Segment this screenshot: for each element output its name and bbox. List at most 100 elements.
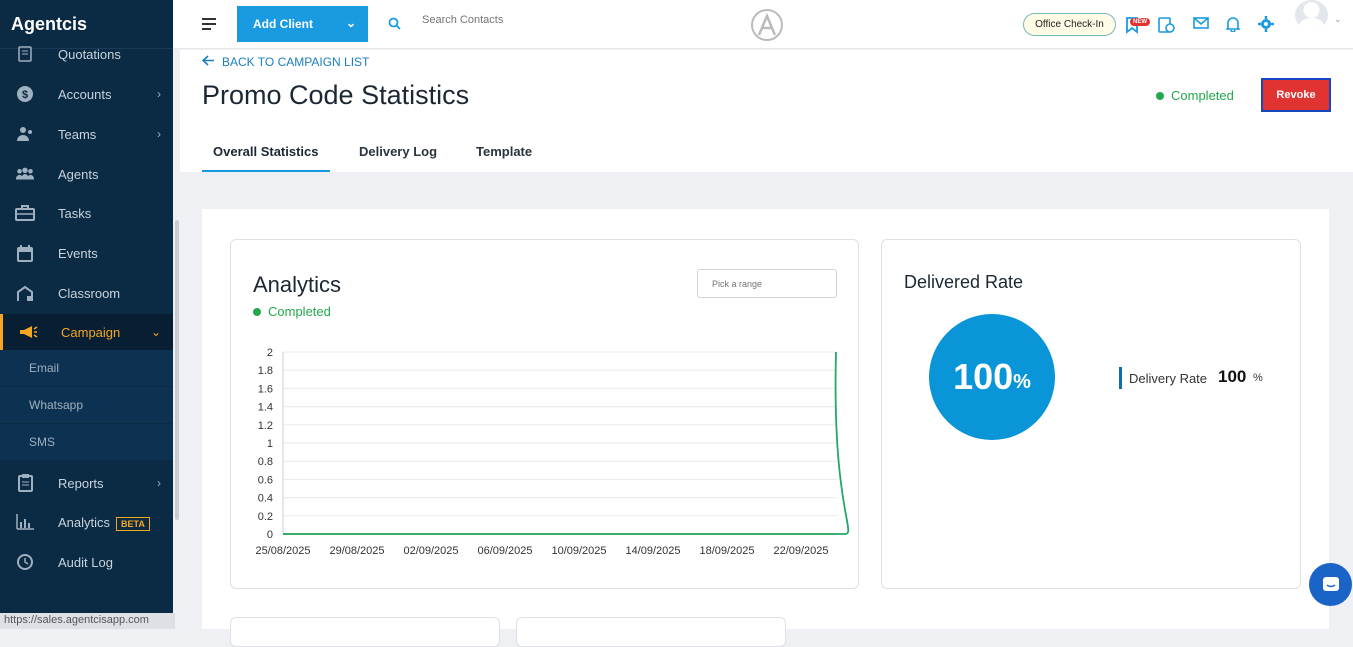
chevron-right-icon: › xyxy=(157,127,161,141)
sidebar-item-campaign[interactable]: Campaign ⌄ xyxy=(0,314,173,350)
search-icon[interactable] xyxy=(388,17,401,35)
sidebar-item-label: Agents xyxy=(58,166,99,182)
y-tick-label: 0.2 xyxy=(258,511,273,523)
avatar[interactable] xyxy=(1295,0,1328,30)
sidebar-item-label: Reports xyxy=(58,475,104,491)
y-tick-label: 1.2 xyxy=(258,420,273,432)
tab-template[interactable]: Template xyxy=(476,144,533,159)
analytics-chart: 2 1.8 1.6 1.4 1.2 1 0.8 0.6 0.4 0.2 0 25/08/2025 29/… xyxy=(255,347,850,557)
audit-icon xyxy=(15,552,35,572)
y-tick-label: 1.6 xyxy=(258,383,273,395)
revoke-button[interactable]: Revoke xyxy=(1261,78,1331,112)
sidebar-item-tasks[interactable]: Tasks xyxy=(0,195,173,231)
y-tick-label: 1.8 xyxy=(258,365,273,377)
page-title: Promo Code Statistics xyxy=(202,80,470,110)
back-link[interactable]: BACK TO CAMPAIGN LIST xyxy=(201,55,370,69)
sidebar-item-analytics[interactable]: Analytics BETA xyxy=(0,504,173,540)
status-url: https://sales.agentcisapp.com xyxy=(0,613,175,629)
add-client-label: Add Client xyxy=(253,17,313,31)
date-range-input[interactable] xyxy=(697,269,837,298)
stat-card xyxy=(230,617,500,647)
chevron-right-icon: › xyxy=(157,476,161,490)
legend-swatch xyxy=(1119,367,1122,389)
document-icon xyxy=(15,44,35,64)
add-client-button[interactable]: Add Client ⌄ xyxy=(237,6,368,42)
rate-value: 100 xyxy=(953,356,1014,397)
topbar: Add Client ⌄ Office Check-In NEW ⌄ xyxy=(173,0,1353,49)
sidebar-item-audit-log[interactable]: Audit Log xyxy=(0,544,173,580)
delivered-rate-circle: 100 % xyxy=(929,314,1055,440)
sidebar-scrollbar[interactable] xyxy=(175,220,179,520)
chat-icon xyxy=(1322,576,1339,591)
page-header: BACK TO CAMPAIGN LIST Promo Code Statist… xyxy=(180,50,1353,172)
status-dot-icon xyxy=(253,307,261,316)
y-tick-label: 0.8 xyxy=(258,456,273,468)
menu-icon[interactable] xyxy=(202,18,216,30)
sidebar-item-reports[interactable]: Reports › xyxy=(0,465,173,501)
search-input[interactable] xyxy=(422,14,642,26)
sidebar-item-label: Teams xyxy=(58,126,97,142)
sidebar-item-quotations[interactable]: Quotations xyxy=(0,37,173,71)
y-tick-label: 1 xyxy=(267,438,273,450)
office-checkin-button[interactable]: Office Check-In xyxy=(1023,13,1116,36)
company-logo xyxy=(750,8,784,47)
sidebar-item-label: Quotations xyxy=(58,46,121,62)
clipboard-check-icon[interactable] xyxy=(1158,16,1175,39)
y-tick-label: 1.4 xyxy=(258,402,273,414)
status-dot-icon xyxy=(1156,91,1164,100)
delivered-rate-card: Delivered Rate 100 % Delivery Rate 100 % xyxy=(881,239,1301,589)
chevron-down-icon: ⌄ xyxy=(150,325,161,339)
legend-value: 100 xyxy=(1218,367,1247,386)
gear-icon[interactable] xyxy=(1258,16,1274,37)
x-tick-label: 14/09/2025 xyxy=(625,545,680,557)
sidebar: Agentcis Quotations $ Accounts › Teams ›… xyxy=(0,0,173,629)
megaphone-icon xyxy=(18,322,38,342)
arrow-left-icon xyxy=(201,55,214,69)
sidebar-item-events[interactable]: Events xyxy=(0,235,173,271)
svg-text:$: $ xyxy=(22,89,28,101)
back-link-label: BACK TO CAMPAIGN LIST xyxy=(222,55,370,69)
y-tick-label: 2 xyxy=(267,347,273,359)
x-tick-label: 18/09/2025 xyxy=(699,545,754,557)
sidebar-subitem-whatsapp[interactable]: Whatsapp xyxy=(0,387,173,423)
sidebar-item-label: Analytics BETA xyxy=(58,515,150,531)
classroom-icon xyxy=(15,283,35,303)
bell-icon[interactable] xyxy=(1225,16,1241,37)
y-tick-label: 0.4 xyxy=(258,493,273,505)
x-tick-label: 25/08/2025 xyxy=(255,545,310,557)
sidebar-item-label: Events xyxy=(58,245,98,261)
x-tick-label: 29/08/2025 xyxy=(329,545,384,557)
beta-badge: BETA xyxy=(116,516,150,531)
x-tick-label: 22/09/2025 xyxy=(773,545,828,557)
sidebar-item-label: Classroom xyxy=(58,285,121,301)
brand-logo[interactable]: Agentcis xyxy=(0,0,173,49)
stat-card xyxy=(516,617,786,647)
chevron-right-icon: › xyxy=(157,87,161,101)
x-tick-label: 06/09/2025 xyxy=(477,545,532,557)
analytics-card: Analytics Completed 2 1.8 1.6 1.4 1.2 1 0.8 0.6… xyxy=(230,239,859,589)
chevron-down-icon[interactable]: ⌄ xyxy=(345,16,356,30)
sidebar-item-label: Tasks xyxy=(58,205,92,221)
tab-delivery-log[interactable]: Delivery Log xyxy=(359,144,438,159)
x-tick-label: 02/09/2025 xyxy=(403,545,458,557)
sidebar-item-agents[interactable]: Agents xyxy=(0,156,173,192)
legend-label: Delivery Rate xyxy=(1129,371,1208,386)
tab-overall-statistics[interactable]: Overall Statistics xyxy=(213,144,319,159)
sidebar-item-label: Audit Log xyxy=(58,554,113,570)
chevron-down-icon[interactable]: ⌄ xyxy=(1334,14,1342,24)
status-badge: Completed xyxy=(1156,88,1234,103)
chat-button[interactable] xyxy=(1309,563,1352,606)
mail-icon[interactable] xyxy=(1193,16,1209,35)
agents-icon xyxy=(15,164,35,184)
sidebar-item-accounts[interactable]: $ Accounts › xyxy=(0,76,173,112)
y-tick-label: 0 xyxy=(267,529,273,541)
sidebar-subitem-email[interactable]: Email xyxy=(0,350,173,386)
sidebar-item-teams[interactable]: Teams › xyxy=(0,116,173,152)
sidebar-subitem-sms[interactable]: SMS xyxy=(0,424,173,460)
chart-icon xyxy=(15,512,35,532)
sidebar-item-classroom[interactable]: Classroom xyxy=(0,275,173,311)
sidebar-item-label: Campaign xyxy=(61,324,121,340)
delivered-rate-title: Delivered Rate xyxy=(904,272,1024,292)
dollar-icon: $ xyxy=(15,84,35,104)
y-tick-label: 0.6 xyxy=(258,474,273,486)
